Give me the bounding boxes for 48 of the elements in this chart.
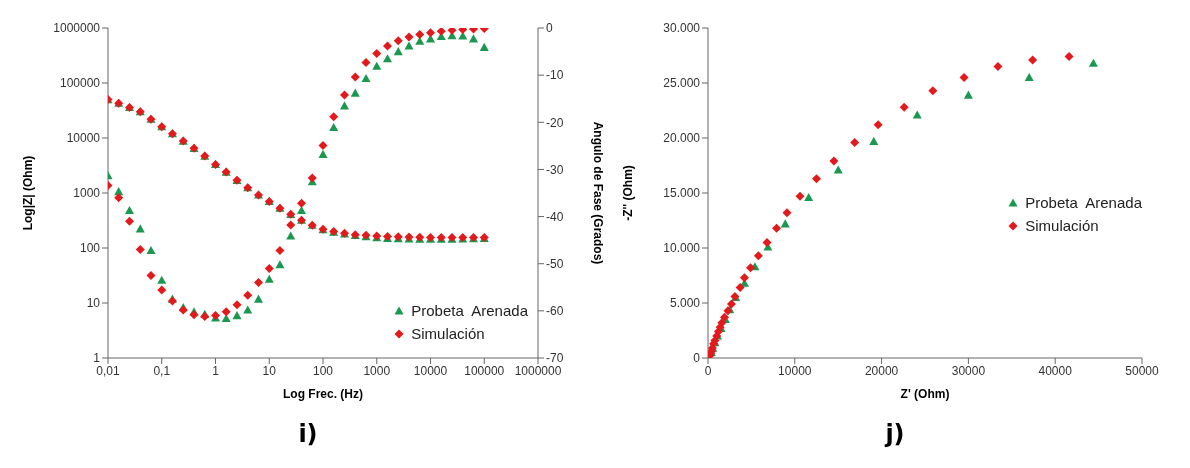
x-tick-label: 10000 <box>413 363 448 378</box>
x-tick-label: 20000 <box>864 363 899 378</box>
x-tick-label: 10000 <box>778 363 812 378</box>
y-tick-label: 0 <box>693 351 701 366</box>
y-tick-label: 10000 <box>66 131 101 146</box>
x-tick-label: 30000 <box>951 363 986 378</box>
x-axis-title: Log Frec. (Hz) <box>283 387 363 401</box>
x-tick-label: 10 <box>262 363 277 378</box>
x-tick-label: 1000000 <box>514 363 562 378</box>
y2-axis-title: Angulo de Fase (Grados) <box>590 121 605 265</box>
x-tick-label: 40000 <box>1038 363 1073 378</box>
text: i) <box>297 420 319 448</box>
y-axis-title: -Z'' (Ohm) <box>621 165 636 221</box>
x-tick-label: 0 <box>704 363 712 378</box>
x-axis-title: Z' (Ohm) <box>900 387 950 401</box>
y-tick-label: 5.000 <box>669 296 701 311</box>
x-tick-label: 100 <box>312 363 334 378</box>
y-tick-label: 10 <box>86 296 101 311</box>
y-tick-label: 10.000 <box>663 241 701 256</box>
y-tick-label: 1 <box>93 351 101 366</box>
y-tick-label: 1000 <box>73 186 101 201</box>
x-tick-label: 50000 <box>1125 363 1160 378</box>
legend-label: Simulación <box>411 325 485 342</box>
y2-tick-label: -60 <box>546 304 564 319</box>
y2-tick-label: -40 <box>546 209 564 224</box>
y2-tick-label: -50 <box>546 256 564 271</box>
text: j) <box>883 420 906 448</box>
y2-tick-label: -20 <box>546 115 564 130</box>
legend-label: Probeta Arenada <box>1025 194 1142 211</box>
y-tick-label: 25.000 <box>663 76 701 91</box>
y2-tick-label: -30 <box>546 162 564 177</box>
x-tick-label: 100000 <box>464 363 505 378</box>
y-tick-label: 1000000 <box>53 21 101 36</box>
y-tick-label: 30.000 <box>663 21 701 36</box>
x-tick-label: 1 <box>212 363 220 378</box>
y-axis-title: Log|Z| (Ohm) <box>21 155 36 231</box>
y-tick-label: 100 <box>79 241 101 256</box>
x-tick-label: 0,1 <box>153 363 171 378</box>
y2-tick-label: -10 <box>546 68 564 83</box>
y-tick-label: 15.000 <box>663 186 701 201</box>
x-tick-label: 1000 <box>363 363 391 378</box>
x-tick-label: 0,01 <box>96 363 120 378</box>
legend-label: Probeta Arenada <box>411 302 528 319</box>
y2-tick-label: -70 <box>546 351 564 366</box>
y-tick-label: 100000 <box>59 76 101 91</box>
legend-label: Simulación <box>1025 217 1099 234</box>
y-tick-label: 20.000 <box>663 131 701 146</box>
y2-tick-label: 0 <box>546 21 553 36</box>
